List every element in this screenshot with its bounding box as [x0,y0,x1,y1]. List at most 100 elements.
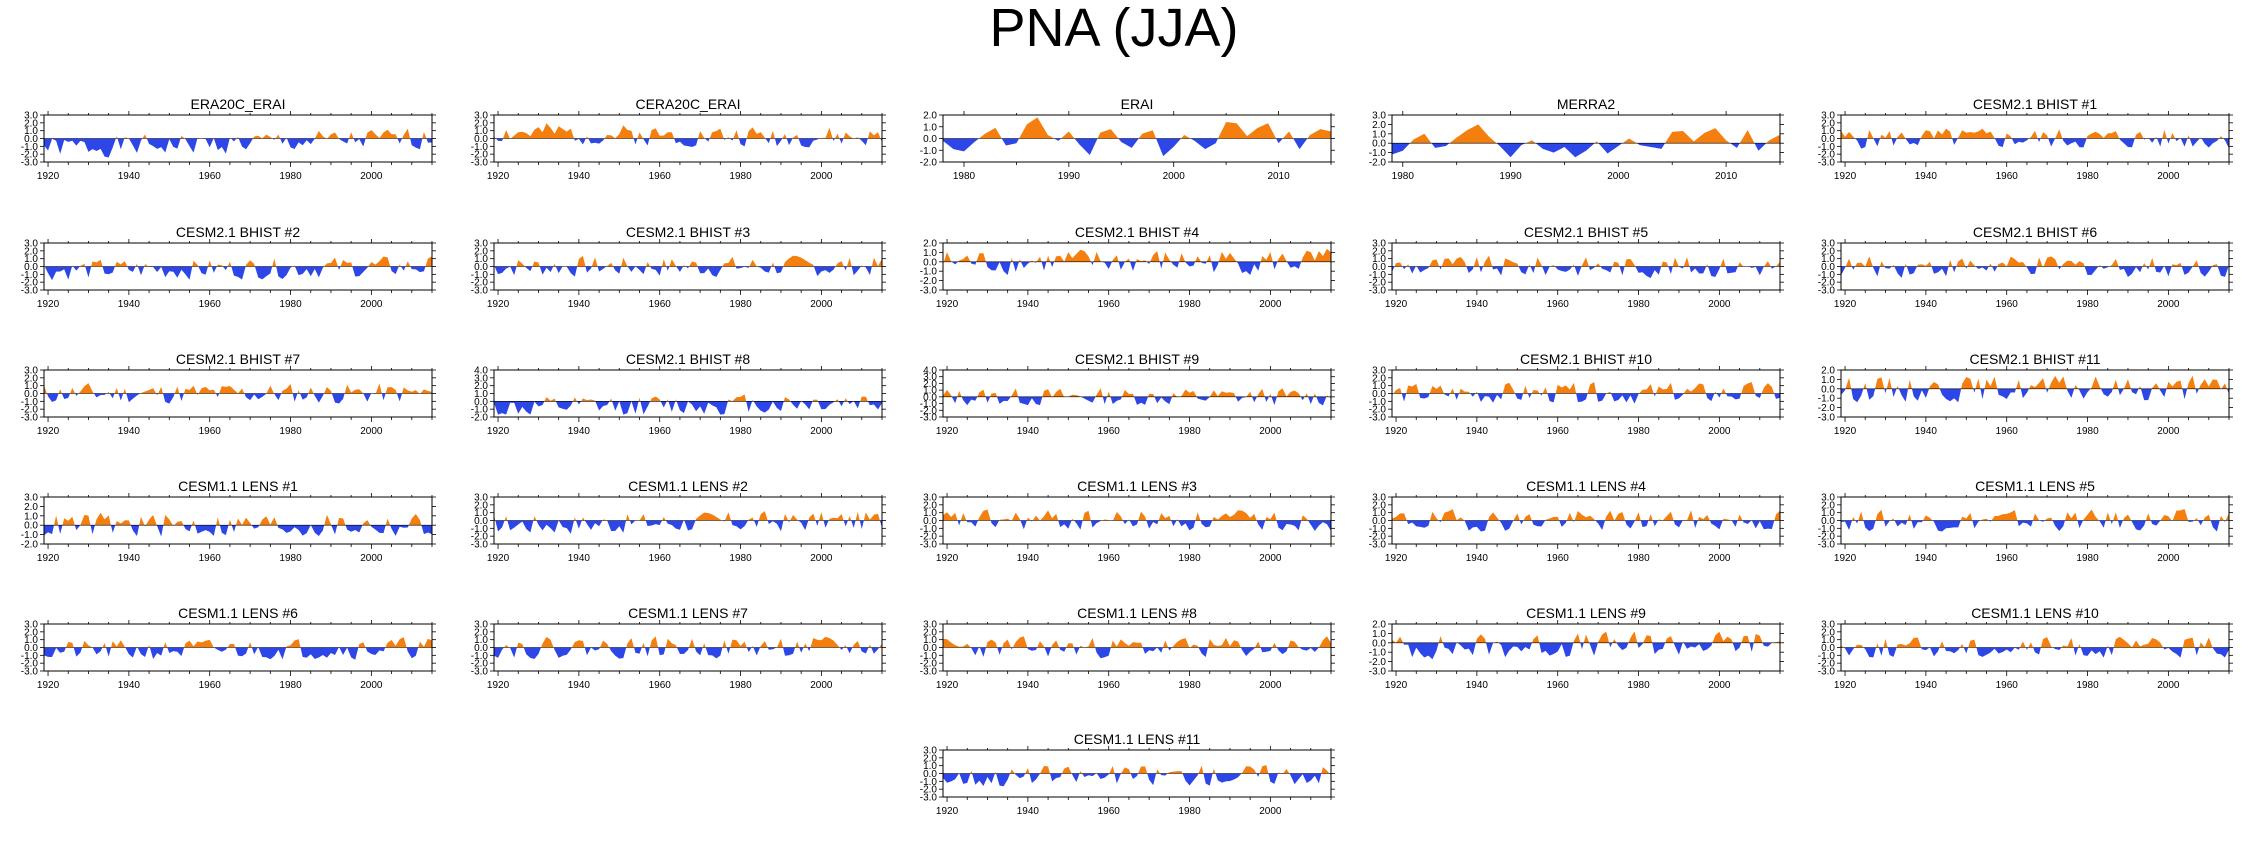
y-tick-label: 0.0 [923,643,937,654]
y-tick-label: -3.0 [471,540,489,551]
y-tick-label: -1.0 [1369,397,1387,408]
y-tick-label: 2.0 [923,627,937,638]
negative-anomaly-area [1841,647,2229,658]
x-tick-label: 1980 [1627,426,1650,437]
y-tick-label: 1.0 [24,381,38,392]
y-tick-label: -3.0 [920,793,938,804]
y-tick-label: 0.0 [24,521,38,532]
x-tick-label: 1920 [37,171,60,182]
y-tick-label: -2.0 [1818,659,1836,670]
y-tick-label: 0.0 [24,134,38,145]
y-tick-label: 2.0 [474,500,488,511]
x-tick-label: 1980 [729,426,752,437]
x-tick-label: 1940 [1915,299,1938,310]
x-tick-label: 2000 [360,299,383,310]
y-tick-label: -1.0 [1818,651,1836,662]
y-tick-label: 3.0 [923,372,937,383]
x-tick-label: 1920 [487,299,510,310]
y-tick-label: -1.0 [471,142,489,153]
x-tick-label: 1960 [199,299,222,310]
panel-3: ERAI 2.01.00.0-1.0-2.0 1980 1990 2000 2010 [920,96,1335,182]
y-tick-label: 1.0 [923,122,937,133]
y-tick-label: 1.0 [1372,129,1386,140]
y-tick-label: -1.0 [920,146,938,157]
panel-title: CESM2.1 BHIST #3 [626,224,750,240]
y-tick-label: -2.0 [21,659,39,670]
panel-title: ERA20C_ERAI [191,96,286,112]
y-tick-label: -3.0 [920,413,938,424]
y-tick-label: -1.0 [471,651,489,662]
y-tick-label: 3.0 [474,620,488,631]
panel-title: CESM1.1 LENS #7 [628,605,748,621]
panel-20: CESM1.1 LENS #5 3.02.01.00.0-1.0-2.0-3.0 1… [1818,478,2233,564]
x-tick-label: 1920 [487,171,510,182]
panel-title: CESM2.1 BHIST #2 [176,224,300,240]
x-tick-label: 1920 [1385,680,1408,691]
y-tick-label: 2.0 [1372,120,1386,131]
x-tick-label: 1940 [568,680,591,691]
y-tick-label: 1.0 [474,389,488,400]
positive-anomaly-area [494,511,882,521]
positive-anomaly-area [1392,382,1780,394]
panel-14: CESM2.1 BHIST #10 3.02.01.00.0-1.0-2.0-3.… [1369,351,1784,437]
y-tick-label: -1.0 [21,651,39,662]
y-tick-label: -1.0 [471,405,489,416]
x-tick-label: 1940 [1017,806,1040,817]
y-tick-label: 1.0 [923,761,937,772]
panel-title: CESM1.1 LENS #6 [178,605,298,621]
positive-anomaly-area [1841,636,2229,648]
plot-frame [43,496,433,545]
x-tick-label: 1960 [649,171,672,182]
x-tick-label: 1980 [279,680,302,691]
y-tick-label: 3.0 [24,239,38,250]
y-tick-label: 0.0 [1372,262,1386,273]
x-tick-label: 2010 [1715,171,1738,182]
y-tick-label: 2.0 [1821,246,1835,257]
y-tick-label: 2.0 [24,246,38,257]
x-tick-label: 1960 [649,299,672,310]
y-tick-label: 1.0 [923,386,937,397]
x-tick-label: 1960 [1996,553,2019,564]
x-tick-label: 1920 [487,553,510,564]
negative-anomaly-area [494,138,882,148]
x-tick-label: 1980 [279,171,302,182]
y-tick-label: 1.0 [24,126,38,137]
y-tick-label: -1.0 [471,270,489,281]
negative-anomaly-area [943,520,1331,531]
panel-12: CESM2.1 BHIST #8 4.03.02.01.00.0-1.0-2.0 1… [471,351,886,437]
panel-title: CESM1.1 LENS #9 [1526,605,1646,621]
x-tick-label: 1990 [1058,171,1081,182]
x-tick-label: 1940 [118,680,141,691]
plot-frame [942,242,1332,291]
y-tick-label: 1.0 [1821,126,1835,137]
y-tick-label: -2.0 [471,532,489,543]
y-tick-label: 0.0 [923,392,937,403]
x-tick-label: 1940 [1915,680,1938,691]
positive-anomaly-area [943,388,1330,397]
x-tick-label: 1960 [1996,680,2019,691]
x-tick-label: 1920 [37,299,60,310]
y-tick-label: -2.0 [21,278,39,289]
x-tick-label: 1990 [1499,171,1522,182]
y-tick-label: 2.0 [923,500,937,511]
x-tick-label: 1980 [729,680,752,691]
y-tick-label: -3.0 [1818,540,1836,551]
positive-anomaly-area [943,509,1331,521]
y-tick-label: 2.0 [474,246,488,257]
y-tick-label: 2.0 [923,239,937,250]
x-tick-label: 2000 [810,426,833,437]
y-tick-label: 1.0 [923,248,937,259]
y-tick-label: 3.0 [1372,493,1386,504]
negative-anomaly-area [44,266,432,281]
y-tick-label: 0.0 [1821,516,1835,527]
y-tick-label: -2.0 [471,659,489,670]
negative-anomaly-area [44,138,432,158]
x-tick-label: 1920 [37,680,60,691]
y-tick-label: 3.0 [1821,620,1835,631]
panel-title: CESM1.1 LENS #2 [628,478,748,494]
x-tick-label: 1960 [1547,680,1570,691]
y-tick-label: 2.0 [474,627,488,638]
x-tick-label: 1980 [729,299,752,310]
y-tick-label: 1.0 [1372,629,1386,640]
